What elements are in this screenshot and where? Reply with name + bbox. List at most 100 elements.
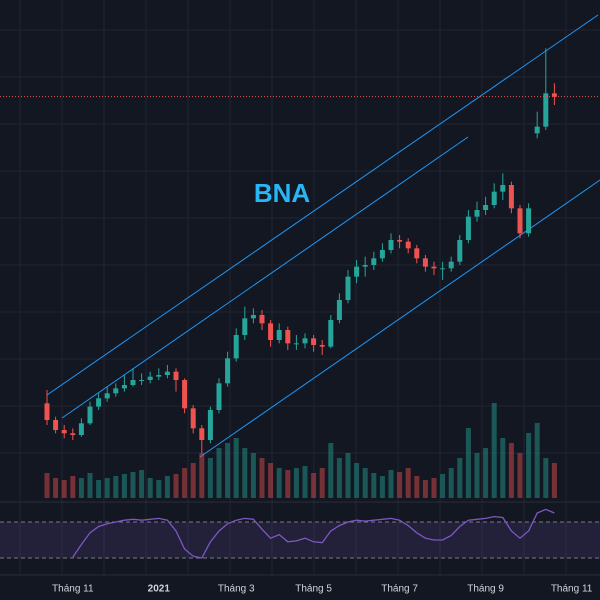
candle-body	[431, 266, 437, 269]
volume-bar	[70, 476, 76, 498]
candle-body	[96, 398, 102, 407]
volume-bar	[156, 480, 162, 498]
candle-body	[508, 185, 514, 209]
candle-body	[551, 93, 557, 97]
volume-bar	[190, 463, 196, 498]
volume-bar	[526, 433, 532, 498]
candle-body	[293, 343, 299, 345]
candle-body	[121, 385, 127, 389]
volume-bar	[164, 476, 170, 498]
channel-upper	[46, 14, 599, 396]
volume-bar	[233, 438, 239, 498]
rsi-line	[72, 508, 555, 559]
volume-bar	[397, 472, 403, 498]
volume-bar	[431, 478, 437, 498]
candle-body	[345, 276, 351, 300]
candle-body	[216, 383, 222, 410]
volume-bar	[139, 470, 145, 498]
candle-body	[104, 393, 110, 399]
volume-bar	[242, 448, 248, 498]
candle-body	[61, 430, 67, 434]
candle-body	[268, 323, 274, 340]
candle-body	[440, 268, 446, 270]
volume-bar	[130, 472, 136, 498]
candle-body	[233, 335, 239, 359]
candle-body	[44, 403, 50, 420]
volume-bar	[371, 473, 377, 498]
candle-body	[87, 406, 93, 424]
candle-body	[474, 210, 480, 217]
candle-body	[311, 338, 317, 345]
candle-body	[225, 358, 231, 384]
x-tick-label: Tháng 5	[295, 584, 332, 595]
candle-body	[276, 330, 282, 340]
candle-body	[457, 240, 463, 262]
volume-bar	[362, 468, 368, 498]
volume-bar	[379, 476, 385, 498]
x-tick-label: Tháng 9	[467, 584, 504, 595]
volume-bar	[354, 463, 360, 498]
candle-body	[414, 248, 420, 259]
volume-bar	[534, 423, 540, 498]
volume-bar	[328, 443, 334, 498]
candle-body	[354, 266, 360, 277]
candle-body	[422, 258, 428, 267]
volume-bar	[182, 468, 188, 498]
volume-bar	[500, 438, 506, 498]
volume-bar	[225, 443, 231, 498]
volume-bar	[96, 480, 102, 498]
volume-bar	[199, 453, 205, 498]
volume-bar	[285, 470, 291, 498]
volume-bar	[440, 474, 446, 498]
candle-body	[319, 345, 325, 347]
candle-body	[448, 261, 454, 269]
candle-body	[388, 240, 394, 250]
volume-bar	[345, 453, 351, 498]
candle-body	[242, 318, 248, 335]
volume-bar	[388, 470, 394, 498]
volume-bar	[491, 403, 497, 498]
volume-bar	[483, 448, 489, 498]
candle-body	[182, 380, 188, 409]
candle-body	[139, 380, 145, 381]
volume-bar	[44, 473, 50, 498]
candle-body	[500, 185, 506, 192]
x-tick-label: 2021	[148, 584, 171, 595]
candle-body	[379, 250, 385, 259]
volume-bar	[336, 458, 342, 498]
volume-bar	[414, 476, 420, 498]
candle-body	[362, 265, 368, 267]
volume-bar	[216, 448, 222, 498]
volume-bar	[259, 458, 265, 498]
candle-body	[70, 433, 76, 435]
volume-bar	[551, 463, 557, 498]
volume-bar	[207, 458, 213, 498]
candle-body	[328, 320, 334, 347]
candle-body	[53, 420, 59, 430]
candle-body	[397, 240, 403, 242]
chart-title: BNA	[254, 178, 311, 208]
candle-body	[534, 126, 540, 134]
x-tick-label: Tháng 11	[551, 584, 593, 595]
volume-bar	[53, 478, 59, 498]
volume-bar	[422, 480, 428, 498]
volume-bar	[457, 458, 463, 498]
candle-body	[250, 315, 256, 319]
grid	[0, 0, 600, 575]
candle-body	[465, 216, 471, 240]
volume-bar	[293, 468, 299, 498]
candle-body	[259, 315, 265, 324]
volume-bar	[543, 458, 549, 498]
volume-bar	[508, 443, 514, 498]
volume-bar	[87, 473, 93, 498]
candle-body	[207, 410, 213, 440]
volume-bar	[319, 468, 325, 498]
x-tick-label: Tháng 7	[381, 584, 418, 595]
volume-bar	[405, 468, 411, 498]
candle-body	[147, 376, 153, 380]
candle-body	[156, 375, 162, 377]
candle-body	[543, 93, 549, 127]
volume-bar	[173, 474, 179, 498]
candle-body	[285, 330, 291, 344]
volume-bar	[448, 468, 454, 498]
